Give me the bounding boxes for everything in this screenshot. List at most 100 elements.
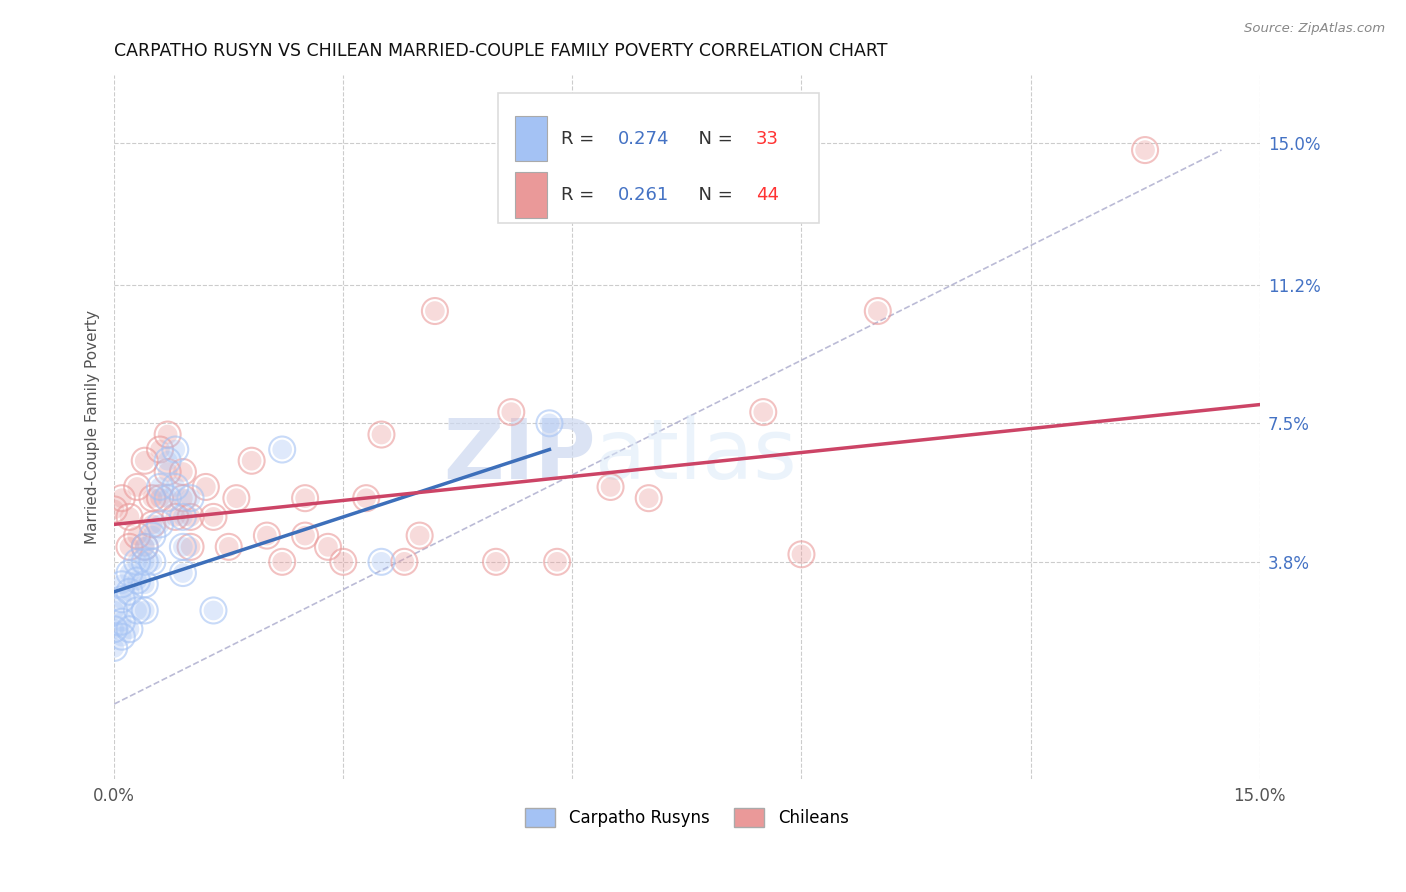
Point [134,540,156,554]
Point [149,517,172,532]
Text: 33: 33 [755,129,779,147]
Point [127,480,149,494]
Point [141,528,163,542]
Point [172,540,194,554]
Bar [515,116,547,161]
Point [118,566,141,580]
Text: R =: R = [561,129,600,147]
Point [127,528,149,542]
Point [141,491,163,505]
Point [752,405,775,419]
Point [271,555,294,569]
Point [370,555,392,569]
Point [240,454,263,468]
Point [1133,143,1156,157]
Point [111,491,134,505]
Text: N =: N = [688,186,738,204]
Point [202,509,225,524]
Point [103,622,125,636]
Point [394,555,416,569]
Point [156,427,179,442]
Point [141,528,163,542]
Y-axis label: Married-Couple Family Poverty: Married-Couple Family Poverty [86,310,100,544]
Point [149,517,172,532]
Point [172,491,194,505]
Point [118,540,141,554]
Point [271,442,294,457]
Point [423,304,446,318]
Point [294,528,316,542]
Point [316,540,339,554]
Point [127,574,149,588]
Point [134,577,156,591]
Legend: Carpatho Rusyns, Chileans: Carpatho Rusyns, Chileans [519,801,855,834]
Point [111,630,134,644]
Point [134,603,156,617]
Point [637,491,659,505]
Point [156,454,179,468]
Point [194,480,217,494]
Point [180,540,202,554]
Point [118,584,141,599]
Point [134,603,156,617]
Point [408,528,430,542]
Point [111,577,134,591]
Point [127,603,149,617]
Point [165,509,187,524]
Point [218,540,240,554]
Point [370,555,392,569]
Point [103,502,125,516]
Point [118,509,141,524]
Point [354,491,377,505]
Point [172,566,194,580]
Point [256,528,278,542]
Point [501,405,523,419]
Point [485,555,508,569]
Point [156,491,179,505]
Point [149,480,172,494]
Point [118,584,141,599]
Point [225,491,247,505]
Point [316,540,339,554]
Point [165,442,187,457]
Point [180,509,202,524]
Point [118,566,141,580]
Point [134,555,156,569]
Point [118,622,141,636]
Point [111,615,134,629]
Point [172,509,194,524]
Point [134,454,156,468]
Point [180,509,202,524]
Point [637,491,659,505]
Point [118,509,141,524]
Point [172,540,194,554]
Point [111,592,134,607]
Point [165,442,187,457]
Point [370,427,392,442]
Point [127,574,149,588]
Text: 0.274: 0.274 [619,129,669,147]
Point [111,592,134,607]
Point [752,405,775,419]
Point [165,480,187,494]
Point [156,491,179,505]
Point [127,555,149,569]
Point [332,555,354,569]
Text: CARPATHO RUSYN VS CHILEAN MARRIED-COUPLE FAMILY POVERTY CORRELATION CHART: CARPATHO RUSYN VS CHILEAN MARRIED-COUPLE… [114,42,887,60]
Point [127,480,149,494]
Point [141,517,163,532]
Point [240,454,263,468]
Bar [515,172,547,218]
Point [180,491,202,505]
Point [408,528,430,542]
Point [256,528,278,542]
Point [134,577,156,591]
Point [134,454,156,468]
Point [370,427,392,442]
Point [202,509,225,524]
Point [165,480,187,494]
Point [118,540,141,554]
Point [111,630,134,644]
Point [149,491,172,505]
Point [394,555,416,569]
